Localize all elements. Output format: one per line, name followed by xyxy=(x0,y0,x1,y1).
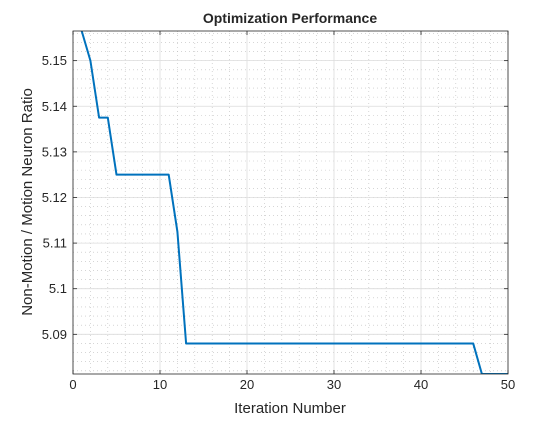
y-tick-label: 5.13 xyxy=(42,144,67,159)
x-tick-labels: 0 10 20 30 40 50 xyxy=(69,377,515,392)
plot-area xyxy=(73,31,508,374)
x-tick-label: 40 xyxy=(414,377,428,392)
x-tick-label: 20 xyxy=(240,377,254,392)
series-line xyxy=(80,31,508,374)
y-tick-label: 5.14 xyxy=(42,99,67,114)
x-tick-label: 30 xyxy=(327,377,341,392)
x-tick-label: 10 xyxy=(153,377,167,392)
x-tick-label: 50 xyxy=(501,377,515,392)
chart-title: Optimization Performance xyxy=(203,10,377,26)
y-tick-label: 5.09 xyxy=(42,327,67,342)
y-tick-label: 5.15 xyxy=(42,53,67,68)
y-axis-label: Non-Motion / Motion Neuron Ratio xyxy=(19,88,36,316)
axes-box xyxy=(72,30,509,375)
tick-marks xyxy=(72,31,509,374)
x-tick-label: 0 xyxy=(69,377,76,392)
y-tick-label: 5.11 xyxy=(43,236,67,251)
y-tick-label: 5.1 xyxy=(49,281,67,296)
x-axis-label: Iteration Number xyxy=(234,400,346,417)
y-tick-labels: 5.09 5.1 5.11 5.12 5.13 5.14 5.15 xyxy=(42,53,67,342)
y-tick-label: 5.12 xyxy=(42,190,67,205)
series-layer xyxy=(80,31,508,374)
